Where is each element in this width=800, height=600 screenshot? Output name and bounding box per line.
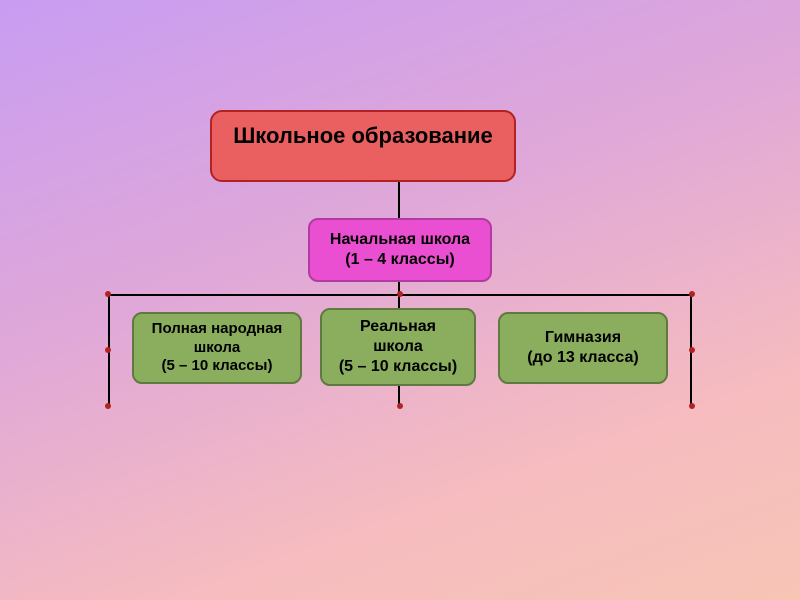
node-real-line1: Реальная [360, 317, 436, 337]
selection-handle[interactable] [105, 403, 111, 409]
selection-handle[interactable] [397, 403, 403, 409]
node-root-label: Школьное образование [233, 122, 493, 150]
node-primary-line1: Начальная школа [330, 230, 470, 250]
diagram-canvas: Школьное образование Начальная школа (1 … [0, 0, 800, 600]
selection-handle[interactable] [105, 347, 111, 353]
node-folk-line2: школа [194, 339, 240, 358]
node-gym-line1: Гимназия [545, 328, 621, 348]
node-gymnasium: Гимназия (до 13 класса) [498, 312, 668, 384]
selection-handle[interactable] [689, 291, 695, 297]
node-folk-line3: (5 – 10 классы) [162, 357, 273, 376]
node-gym-line2: (до 13 класса) [527, 348, 638, 368]
selection-handle[interactable] [689, 347, 695, 353]
selection-handle[interactable] [689, 403, 695, 409]
node-folk-school: Полная народная школа (5 – 10 классы) [132, 312, 302, 384]
node-real-line2: школа [373, 337, 423, 357]
node-folk-line1: Полная народная [152, 320, 283, 339]
node-primary-school: Начальная школа (1 – 4 классы) [308, 218, 492, 282]
node-real-school: Реальная школа (5 – 10 классы) [320, 308, 476, 386]
node-real-line3: (5 – 10 классы) [339, 357, 457, 377]
selection-handle[interactable] [397, 291, 403, 297]
node-root: Школьное образование [210, 110, 516, 182]
selection-handle[interactable] [105, 291, 111, 297]
node-primary-line2: (1 – 4 классы) [345, 250, 454, 270]
